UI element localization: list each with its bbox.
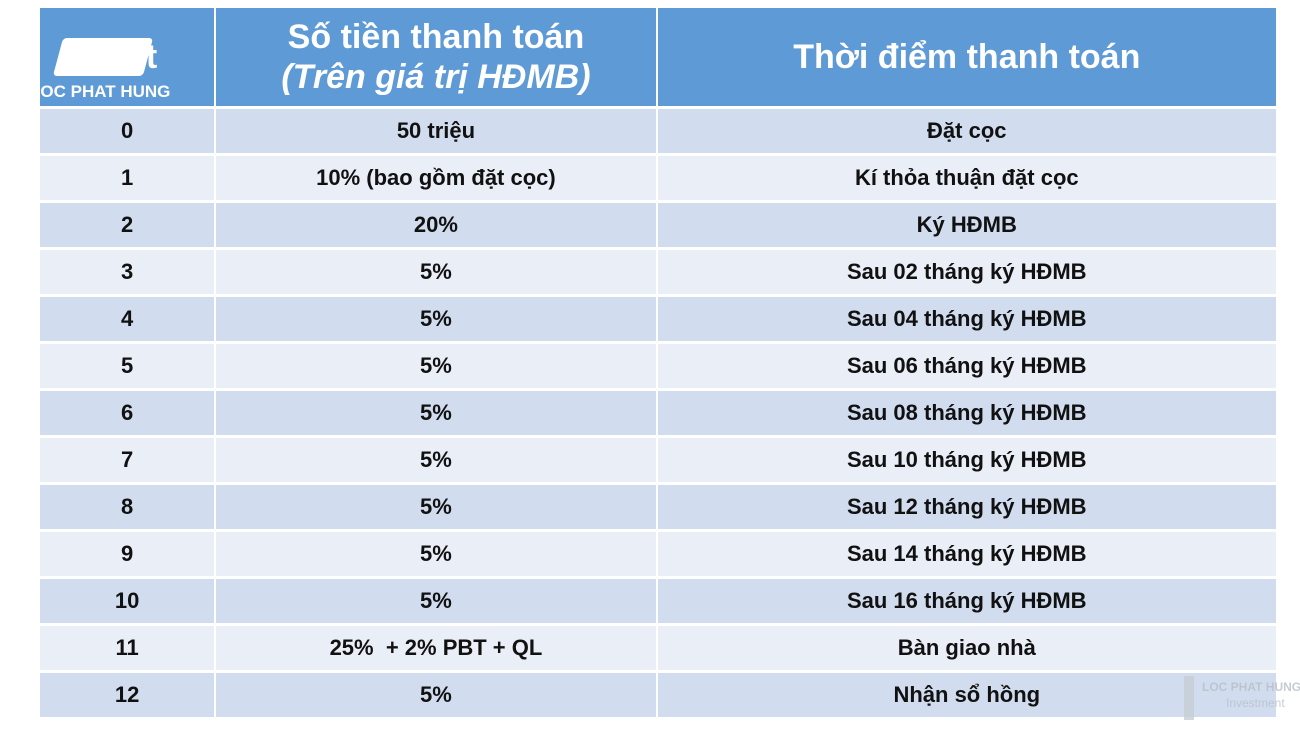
table-cell: Sau 14 tháng ký HĐMB: [657, 532, 1276, 576]
table-body: 0 50 triệu Đặt cọc 1 10% (bao gồm đặt cọc) Kí…: [40, 109, 1276, 717]
logo-mark: [52, 38, 154, 76]
watermark-icon: [1184, 676, 1194, 720]
table-cell: 10% (bao gồm đặt cọc): [216, 156, 656, 200]
table-row: 5 5% Sau 06 tháng ký HĐMB: [40, 344, 1276, 388]
table-cell: 20%: [216, 203, 656, 247]
table-cell: Ký HĐMB: [657, 203, 1276, 247]
table-cell: 0: [40, 109, 215, 153]
header-cell: Thời điểm thanh toán: [657, 8, 1276, 106]
table-row: 7 5% Sau 10 tháng ký HĐMB: [40, 438, 1276, 482]
logo: LOC PHAT HUNG: [38, 38, 188, 104]
table-cell: 5%: [216, 297, 656, 341]
table-row: 0 50 triệu Đặt cọc: [40, 109, 1276, 153]
table-cell: 9: [40, 532, 215, 576]
table-cell: Sau 02 tháng ký HĐMB: [657, 250, 1276, 294]
table-cell: 7: [40, 438, 215, 482]
header-row: Đợt Số tiền thanh toán(Trên giá trị HĐMB…: [40, 8, 1276, 106]
table-cell: 5%: [216, 673, 656, 717]
table-cell: 5%: [216, 485, 656, 529]
table-cell: 4: [40, 297, 215, 341]
header-cell: Số tiền thanh toán (Trên giá trị HĐMB): [216, 8, 656, 106]
table-cell: Sau 08 tháng ký HĐMB: [657, 391, 1276, 435]
logo-text: LOC PHAT HUNG: [38, 82, 171, 101]
table-cell: 5%: [216, 391, 656, 435]
table-cell: Sau 12 tháng ký HĐMB: [657, 485, 1276, 529]
table-cell: Đặt cọc: [657, 109, 1276, 153]
table-row: 1 10% (bao gồm đặt cọc) Kí thỏa thuận đặt …: [40, 156, 1276, 200]
watermark-brand: LOC PHAT HUNG: [1202, 680, 1300, 694]
table-cell: Sau 16 tháng ký HĐMB: [657, 579, 1276, 623]
table-cell: 10: [40, 579, 215, 623]
table-cell: 12: [40, 673, 215, 717]
table-cell: 5%: [216, 579, 656, 623]
table-cell: 1: [40, 156, 215, 200]
payment-table: Đợt Số tiền thanh toán(Trên giá trị HĐMB…: [38, 5, 1278, 720]
watermark-sub: Investment: [1226, 696, 1285, 710]
table-cell: Sau 04 tháng ký HĐMB: [657, 297, 1276, 341]
table-cell: Bàn giao nhà: [657, 626, 1276, 670]
table-cell: Nhận sổ hồng: [657, 673, 1276, 717]
table-cell: Sau 06 tháng ký HĐMB: [657, 344, 1276, 388]
table-row: 10 5% Sau 16 tháng ký HĐMB: [40, 579, 1276, 623]
table-cell: 5: [40, 344, 215, 388]
table-row: 2 20% Ký HĐMB: [40, 203, 1276, 247]
table-row: 9 5% Sau 14 tháng ký HĐMB: [40, 532, 1276, 576]
table-cell: 5%: [216, 438, 656, 482]
table-row: 3 5% Sau 02 tháng ký HĐMB: [40, 250, 1276, 294]
table-cell: Kí thỏa thuận đặt cọc: [657, 156, 1276, 200]
table-cell: Sau 10 tháng ký HĐMB: [657, 438, 1276, 482]
header-text: Số tiền thanh toán: [287, 18, 585, 56]
table-cell: 11: [40, 626, 215, 670]
table-cell: 5%: [216, 532, 656, 576]
table-cell: 6: [40, 391, 215, 435]
table-cell: 5%: [216, 344, 656, 388]
table-cell: 25% + 2% PBT + QL: [216, 626, 656, 670]
header-text: (Trên giá trị HĐMB): [281, 58, 591, 96]
table-cell: 2: [40, 203, 215, 247]
table-cell: 3: [40, 250, 215, 294]
watermark: LOC PHAT HUNG Investment: [1182, 672, 1300, 722]
table-cell: 8: [40, 485, 215, 529]
table-row: 12 5% Nhận sổ hồng: [40, 673, 1276, 717]
table-row: 8 5% Sau 12 tháng ký HĐMB: [40, 485, 1276, 529]
table-row: 6 5% Sau 08 tháng ký HĐMB: [40, 391, 1276, 435]
table-cell: 5%: [216, 250, 656, 294]
table-row: 4 5% Sau 04 tháng ký HĐMB: [40, 297, 1276, 341]
table-cell: 50 triệu: [216, 109, 656, 153]
table-row: 11 25% + 2% PBT + QL Bàn giao nhà: [40, 626, 1276, 670]
